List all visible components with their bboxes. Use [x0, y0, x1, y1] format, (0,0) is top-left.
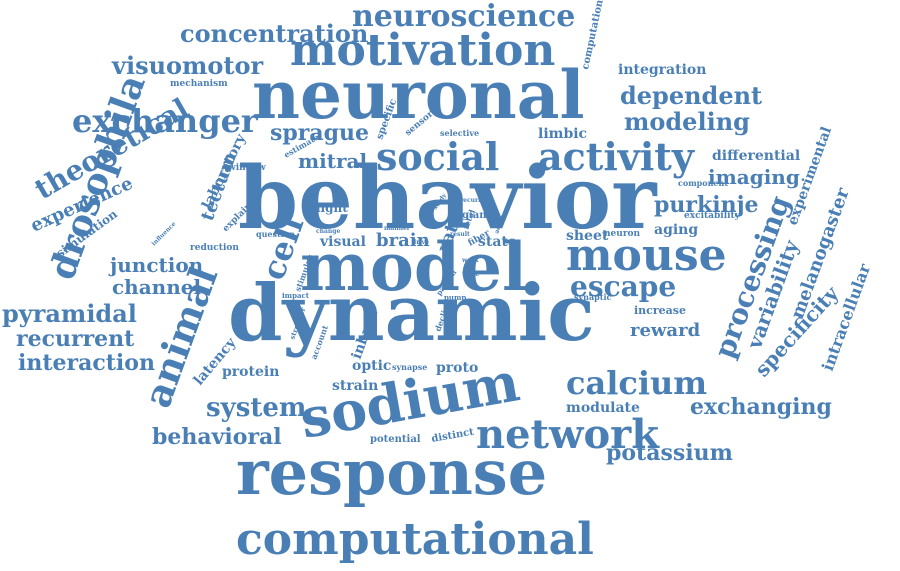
- word-modulate: modulate: [566, 400, 640, 416]
- word-concentration: concentration: [180, 19, 368, 48]
- word-differential: differential: [712, 148, 800, 164]
- word-mitral: mitral: [298, 149, 367, 173]
- word-pump: pump: [444, 293, 466, 302]
- word-time: time: [462, 269, 480, 278]
- word-synapse: synapse: [392, 362, 427, 372]
- word-neuronal: neuronal: [252, 56, 585, 134]
- word-influence: influence: [150, 220, 177, 247]
- word-response: response: [236, 436, 547, 509]
- word-recurrent: recurrent: [460, 197, 492, 204]
- word-optic: optic: [352, 358, 391, 374]
- word-calcium: calcium: [566, 364, 707, 402]
- word-brain: brain: [376, 230, 430, 251]
- word-giant: giant: [462, 210, 492, 221]
- word-synaptic: synaptic: [574, 292, 611, 302]
- word-system: system: [206, 393, 306, 423]
- word-neuron: neuron: [604, 229, 641, 239]
- word-change: change: [316, 228, 340, 235]
- word-state: state: [478, 234, 517, 250]
- word-drive: drive: [412, 239, 429, 246]
- word-question: question: [256, 229, 295, 239]
- word-protein: protein: [222, 364, 279, 380]
- word-dependent: dependent: [620, 81, 762, 110]
- word-light: light: [316, 201, 348, 215]
- word-reward: reward: [630, 320, 701, 341]
- word-strain: strain: [332, 378, 378, 394]
- word-activity: activity: [538, 134, 695, 179]
- word-pyramidal: pyramidal: [2, 299, 137, 328]
- word-motivation: motivation: [290, 25, 555, 76]
- word-selective: selective: [440, 128, 479, 138]
- word-social: social: [376, 134, 499, 179]
- word-network: network: [476, 411, 660, 458]
- word-behavior: behavior: [238, 148, 658, 249]
- word-potential: potential: [370, 434, 421, 445]
- word-junction: junction: [108, 253, 204, 277]
- word-exchanger: exchanger: [72, 102, 259, 140]
- word-mechanism: mechanism: [170, 79, 228, 89]
- word-aging: aging: [654, 222, 698, 238]
- word-limbic: limbic: [538, 126, 587, 142]
- word-recurrent: recurrent: [16, 326, 135, 352]
- word-dynamic: dynamic: [228, 268, 595, 359]
- word-reduction: reduction: [190, 243, 239, 253]
- word-proto: proto: [436, 360, 478, 376]
- word-component: component: [678, 178, 728, 188]
- word-behavioral: behavioral: [152, 424, 282, 450]
- word-modeling: modeling: [624, 107, 750, 136]
- word-window: window: [227, 163, 266, 173]
- word-sheet: sheet: [566, 228, 609, 244]
- word-excitability: excitability: [684, 211, 741, 221]
- word-neuroscience: neuroscience: [352, 0, 575, 34]
- word-sprague: sprague: [270, 120, 369, 146]
- word-increase: increase: [634, 304, 686, 317]
- word-impact: impact: [282, 291, 310, 300]
- word-escape: escape: [570, 270, 676, 303]
- word-integration: integration: [618, 62, 706, 78]
- word-computational: computational: [236, 514, 594, 565]
- word-visual: visual: [319, 234, 366, 250]
- word-potassium: potassium: [606, 440, 733, 466]
- word-result: result: [450, 231, 470, 238]
- word-interaction: interaction: [18, 350, 155, 376]
- word-mouse: mouse: [566, 230, 727, 281]
- word-imaging: imaging: [708, 165, 800, 189]
- word-model: model: [300, 228, 527, 306]
- word-intracellular: intracellular: [818, 261, 875, 374]
- word-channel: channel: [112, 275, 201, 299]
- word-work: work: [461, 257, 479, 264]
- word-manner: manner: [384, 225, 411, 232]
- word-purkinje: purkinje: [654, 192, 759, 218]
- word-visuomotor: visuomotor: [111, 51, 264, 80]
- word-exchanging: exchanging: [690, 394, 832, 420]
